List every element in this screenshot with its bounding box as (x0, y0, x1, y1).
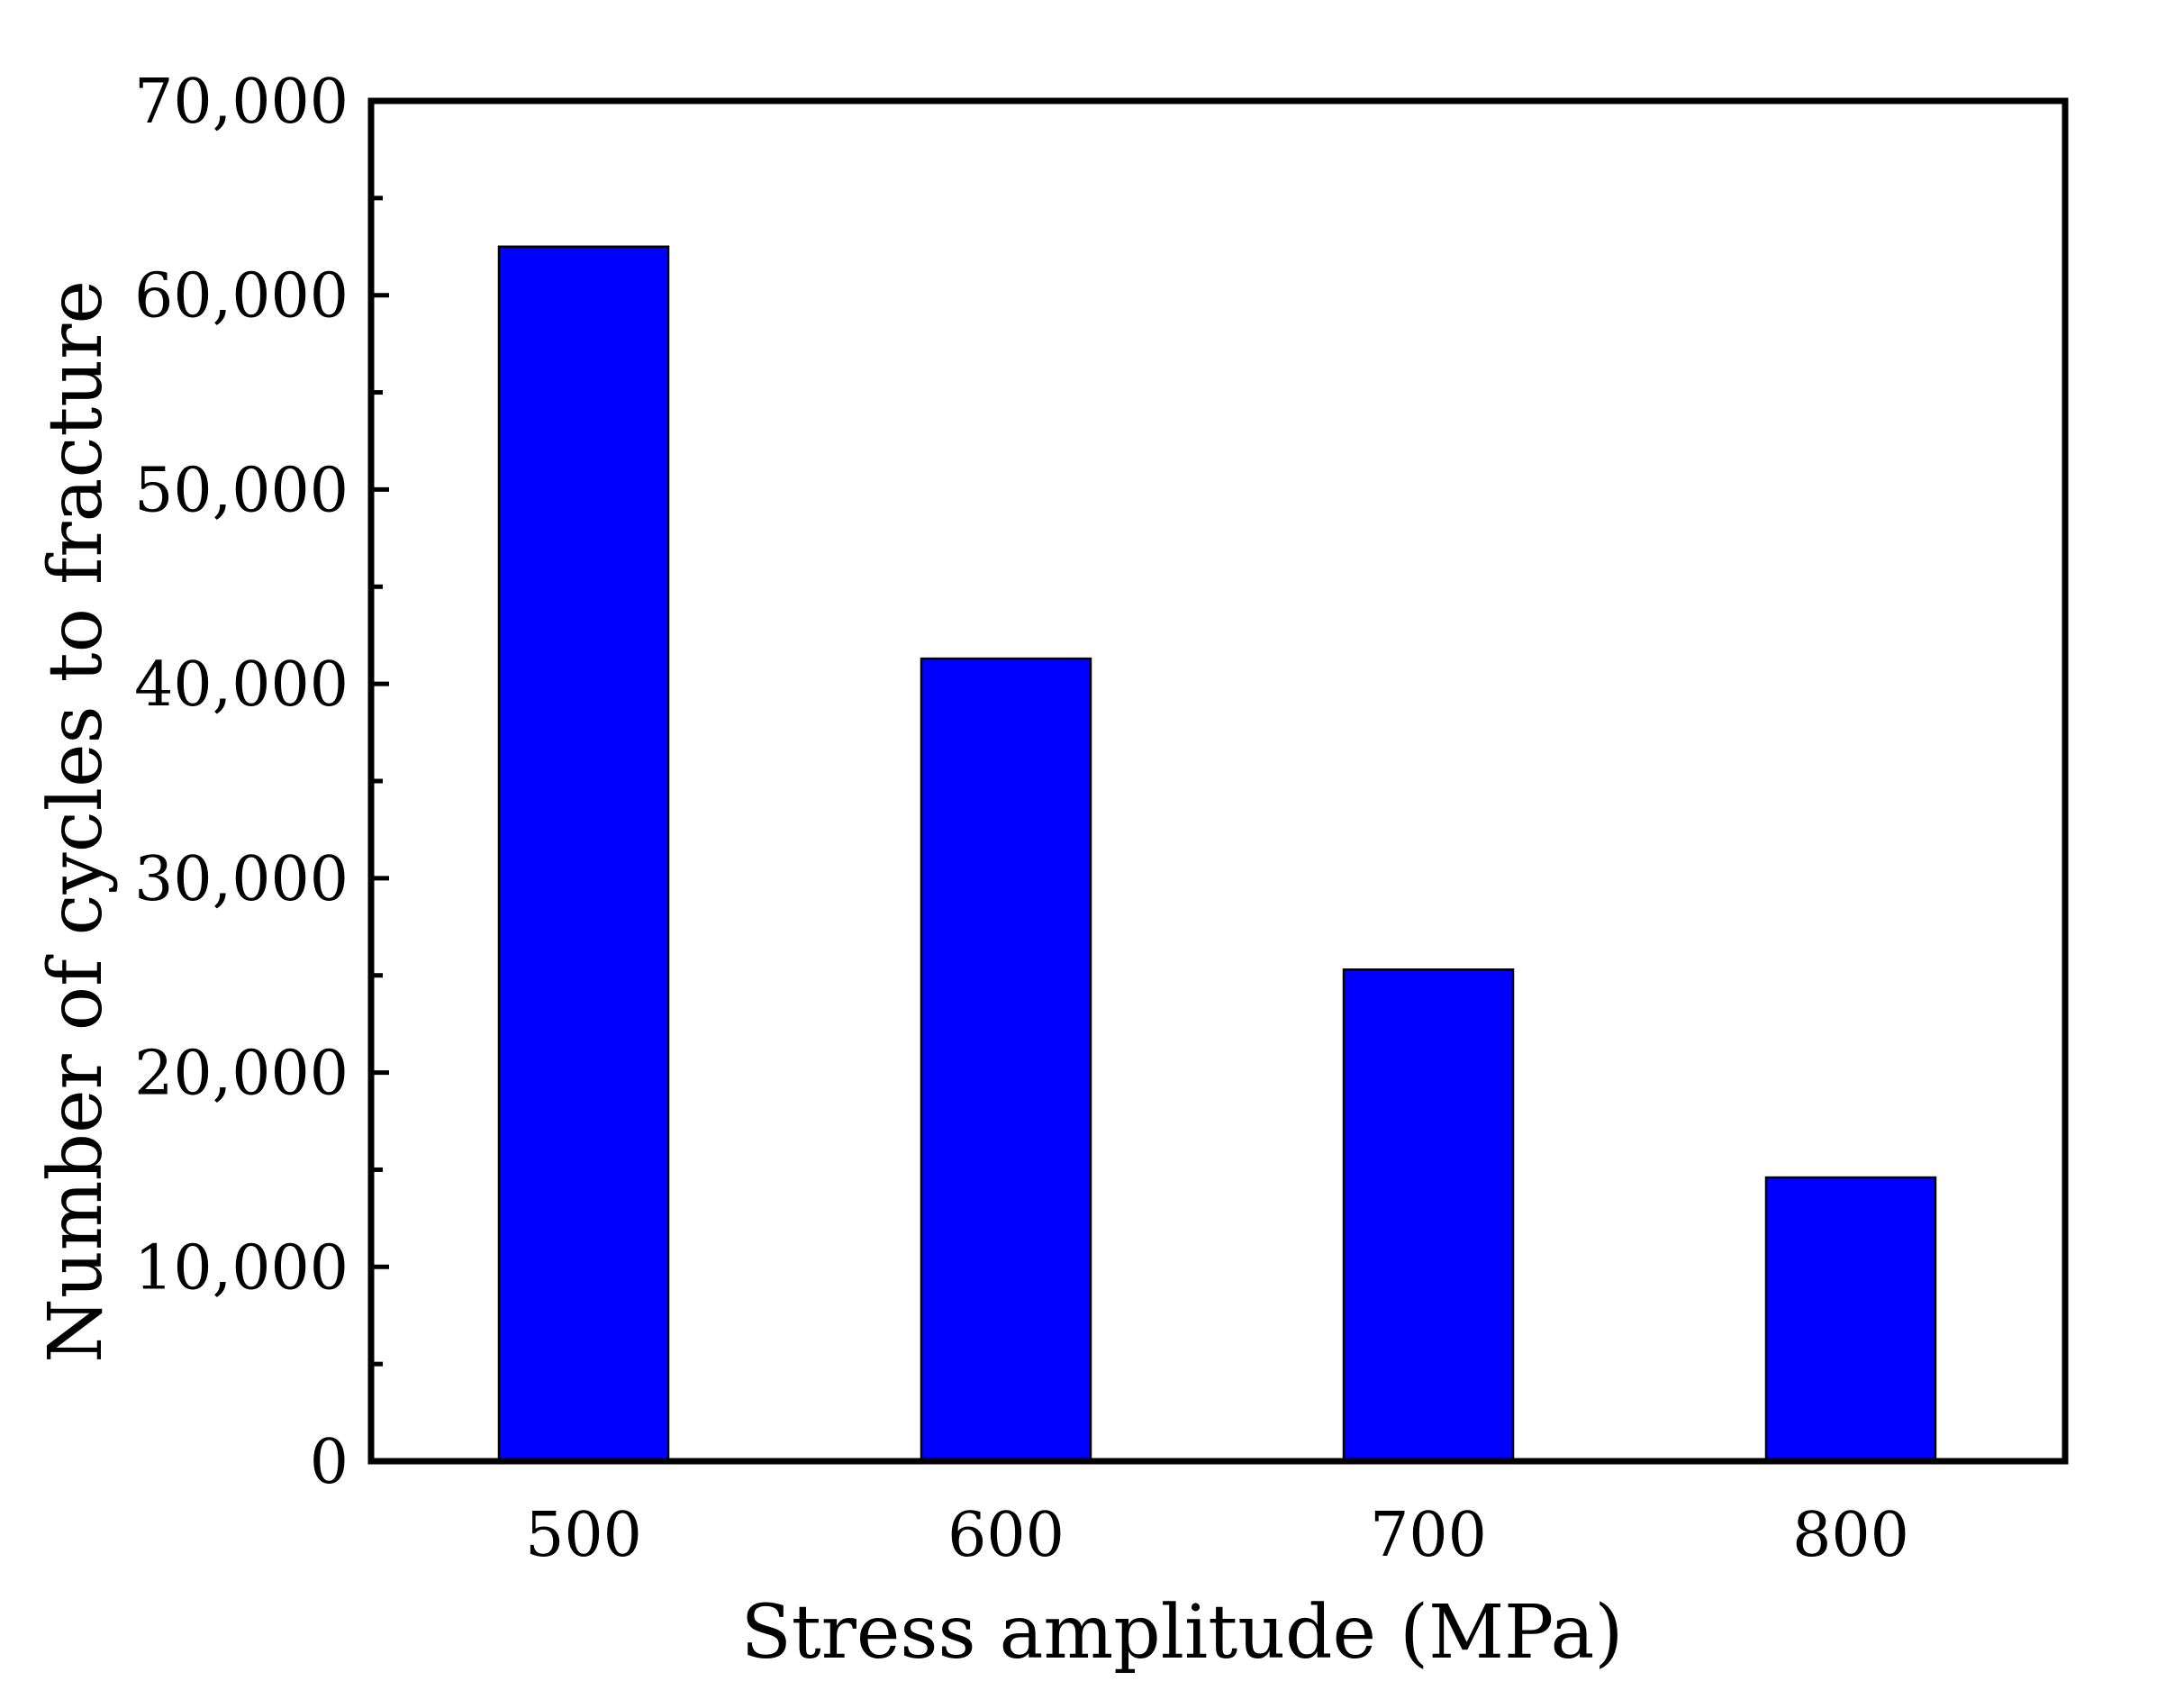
x-tick-label-700: 700 (1370, 1500, 1487, 1571)
x-axis-title: Stress amplitude (MPa) (741, 1590, 1624, 1676)
y-tick-label: 40,000 (134, 650, 349, 721)
x-tick-label-600: 600 (947, 1500, 1065, 1571)
y-ticks-group: 0 10,000 20,000 30,000 40,000 50,000 60,000 70,… (134, 67, 389, 1498)
x-tick-label-500: 500 (525, 1500, 642, 1571)
bar-700 (1342, 968, 1515, 1463)
y-axis-title: Number of cycles to fracture (33, 280, 119, 1363)
x-ticks-group: 500 600 700 800 (525, 1500, 1909, 1571)
y-tick-label: 70,000 (134, 67, 349, 138)
x-tick-label-800: 800 (1792, 1500, 1909, 1571)
y-tick-label: 30,000 (134, 844, 349, 915)
bar-800 (1764, 1176, 1937, 1463)
bar-600 (920, 657, 1092, 1463)
y-tick-label: 60,000 (134, 261, 349, 332)
plot-frame (367, 97, 2069, 1465)
y-tick-label: 50,000 (134, 455, 349, 526)
y-tick-label: 10,000 (134, 1232, 349, 1304)
bar-500 (497, 245, 670, 1463)
bars-group (497, 245, 1937, 1463)
y-tick-label: 0 (310, 1427, 349, 1498)
y-tick-label: 20,000 (134, 1039, 349, 1110)
